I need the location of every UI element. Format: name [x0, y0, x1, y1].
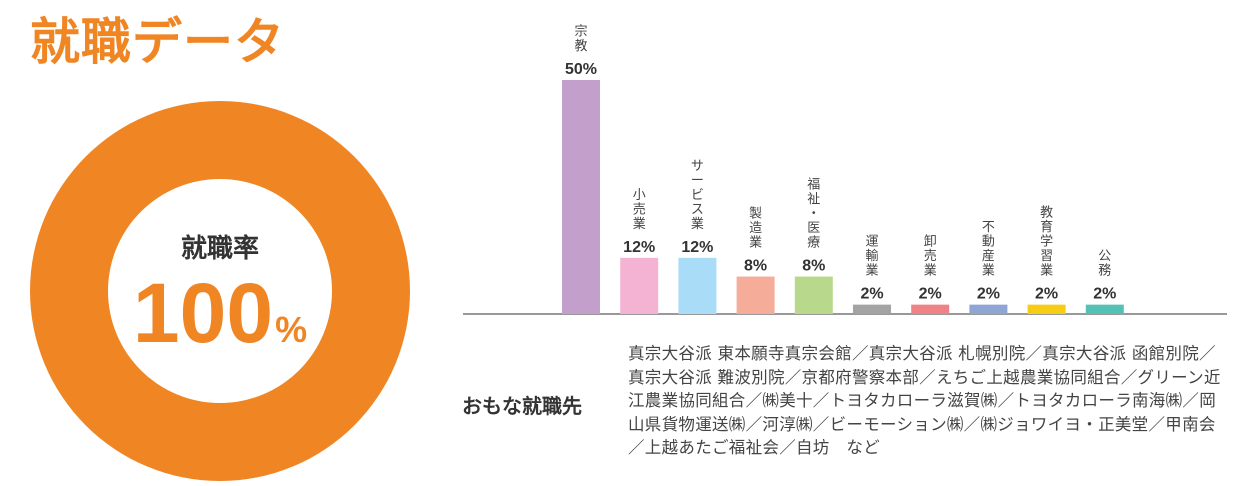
bar-4	[736, 276, 775, 314]
bar-value-label-1: 50%	[565, 61, 597, 78]
page-title: 就職データ	[30, 13, 285, 71]
employment-rate-donut: 就職率 100%	[30, 101, 410, 481]
bar-2	[620, 257, 659, 314]
bar-value-label-10: 2%	[1093, 286, 1116, 303]
category-label-2: 小売業	[633, 188, 646, 232]
employment-rate-unit: %	[275, 308, 308, 350]
bar-7	[911, 304, 950, 314]
bar-value-label-4: 8%	[744, 258, 767, 275]
bar-9	[1027, 304, 1066, 314]
bar-value-label-2: 12%	[623, 239, 655, 256]
main-employers-label: おもな就職先	[462, 394, 582, 418]
category-label-5: 福祉・医療	[807, 178, 820, 251]
bar-value-label-3: 12%	[681, 239, 713, 256]
bar-10	[1085, 304, 1124, 314]
bar-3	[678, 257, 717, 314]
bar-8	[969, 304, 1008, 314]
category-label-4: 製造業	[749, 207, 762, 251]
industry-bar-chart: 50% 宗教 12% 小売業 12% サービス業 8% 製造業 8% 福祉・医療 2% 運輸業 2% 卸売…	[463, 24, 1227, 315]
category-label-9: 教育学習業	[1040, 205, 1053, 279]
bar-value-label-5: 8%	[802, 258, 825, 275]
category-label-8: 不動産業	[982, 220, 995, 279]
main-employers-list: 真宗大谷派 東本願寺真宗会館／真宗大谷派 札幌別院／真宗大谷派 函館別院／真宗大…	[628, 344, 1221, 457]
bar-5	[794, 276, 833, 314]
category-label-7: 卸売業	[924, 234, 937, 279]
employment-rate-number: 100	[132, 265, 274, 360]
bar-value-label-8: 2%	[977, 286, 1000, 303]
employment-rate-value: 100%	[133, 271, 307, 355]
bar-value-label-7: 2%	[919, 286, 942, 303]
bar-value-label-6: 2%	[860, 286, 883, 303]
bar-value-label-9: 2%	[1035, 286, 1058, 303]
employment-rate-label: 就職率	[180, 233, 259, 264]
category-label-10: 公務	[1098, 249, 1111, 279]
category-label-6: 運輸業	[865, 235, 878, 279]
bar-1	[562, 80, 600, 314]
donut-center: 就職率 100%	[108, 179, 332, 403]
category-label-1: 宗教	[574, 24, 587, 55]
bar-6	[853, 304, 891, 314]
category-label-3: サービス業	[691, 159, 704, 232]
